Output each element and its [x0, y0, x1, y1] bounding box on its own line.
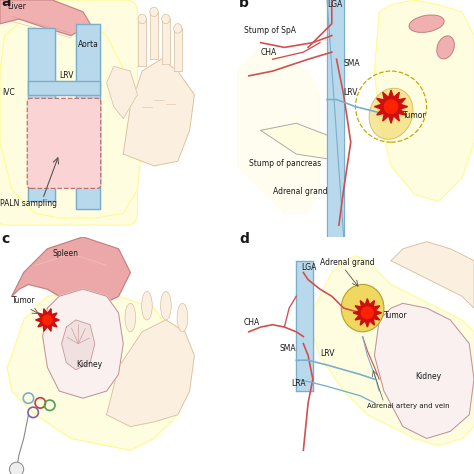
- Text: Adrenal grand: Adrenal grand: [273, 187, 327, 196]
- Text: LRA: LRA: [292, 379, 306, 388]
- Polygon shape: [76, 24, 100, 209]
- Text: b: b: [239, 0, 249, 10]
- Ellipse shape: [341, 284, 384, 332]
- Ellipse shape: [161, 292, 171, 320]
- Polygon shape: [374, 90, 408, 123]
- Text: a: a: [1, 0, 11, 9]
- Polygon shape: [150, 12, 158, 59]
- Polygon shape: [107, 320, 194, 427]
- Text: LGA: LGA: [301, 263, 316, 272]
- Text: Adrenal grand: Adrenal grand: [320, 258, 374, 267]
- Text: Adrenal artery and vein: Adrenal artery and vein: [367, 402, 450, 409]
- Text: CHA: CHA: [244, 318, 260, 327]
- FancyBboxPatch shape: [27, 99, 100, 188]
- Ellipse shape: [162, 14, 170, 24]
- Polygon shape: [28, 81, 100, 95]
- Ellipse shape: [437, 36, 455, 59]
- Ellipse shape: [177, 303, 188, 332]
- Text: Spleen: Spleen: [52, 249, 78, 258]
- Text: LRV: LRV: [320, 348, 335, 357]
- Text: Tumor: Tumor: [403, 111, 427, 120]
- Polygon shape: [173, 28, 182, 71]
- Polygon shape: [162, 19, 170, 64]
- Text: IVC: IVC: [2, 88, 15, 97]
- Ellipse shape: [142, 292, 152, 320]
- Polygon shape: [237, 47, 320, 213]
- Polygon shape: [362, 307, 373, 319]
- Polygon shape: [36, 309, 59, 331]
- Text: c: c: [1, 232, 9, 246]
- Polygon shape: [391, 242, 474, 308]
- Text: SMA: SMA: [344, 59, 360, 68]
- Text: Stump of SpA: Stump of SpA: [244, 26, 296, 35]
- Polygon shape: [0, 0, 90, 36]
- Polygon shape: [43, 289, 123, 398]
- Ellipse shape: [409, 15, 444, 32]
- Circle shape: [9, 462, 24, 474]
- Text: Stump of pancreas: Stump of pancreas: [249, 159, 321, 168]
- Polygon shape: [62, 320, 95, 370]
- Polygon shape: [308, 256, 474, 446]
- Polygon shape: [12, 237, 130, 308]
- Text: Kidney: Kidney: [76, 360, 102, 369]
- Text: PALN sampling: PALN sampling: [0, 199, 57, 208]
- Text: Tumor: Tumor: [12, 296, 36, 305]
- Polygon shape: [28, 28, 55, 201]
- Polygon shape: [353, 299, 382, 327]
- Text: SMA: SMA: [280, 344, 296, 353]
- Text: Tumor: Tumor: [384, 310, 408, 319]
- Text: LRV: LRV: [59, 71, 74, 80]
- Text: Aorta: Aorta: [78, 40, 99, 49]
- Text: LRV: LRV: [344, 88, 358, 97]
- Polygon shape: [138, 19, 146, 66]
- Polygon shape: [107, 66, 137, 118]
- Polygon shape: [43, 315, 52, 325]
- Polygon shape: [374, 0, 474, 201]
- Polygon shape: [296, 261, 313, 391]
- Ellipse shape: [150, 7, 158, 17]
- Text: CHA: CHA: [261, 47, 277, 56]
- Polygon shape: [261, 123, 337, 159]
- Polygon shape: [123, 59, 194, 166]
- Text: Kidney: Kidney: [415, 372, 441, 381]
- Text: Liver: Liver: [7, 2, 26, 11]
- Polygon shape: [327, 0, 344, 237]
- FancyBboxPatch shape: [0, 0, 137, 225]
- Ellipse shape: [369, 88, 413, 139]
- Ellipse shape: [138, 14, 146, 24]
- Ellipse shape: [173, 24, 182, 33]
- Polygon shape: [374, 303, 474, 438]
- Text: d: d: [239, 232, 249, 246]
- Polygon shape: [384, 100, 398, 113]
- Polygon shape: [0, 12, 142, 218]
- Ellipse shape: [125, 303, 136, 332]
- Polygon shape: [7, 289, 185, 450]
- Text: LGA: LGA: [327, 0, 342, 9]
